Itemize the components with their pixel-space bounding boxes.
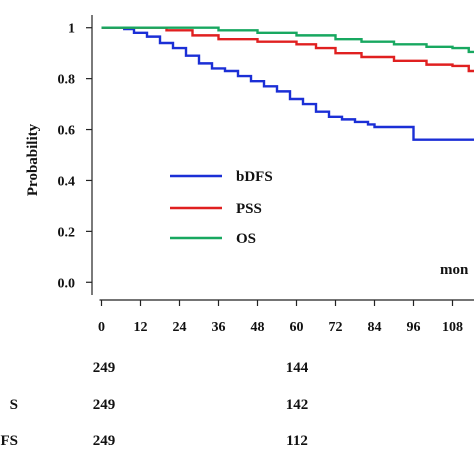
risk-cell: 144 bbox=[286, 360, 309, 376]
y-tick-label: 0.8 bbox=[58, 73, 76, 88]
risk-cell: 249 bbox=[93, 397, 116, 413]
x-tick-label: 0 bbox=[98, 320, 105, 335]
y-tick-label: 0.2 bbox=[58, 225, 76, 240]
x-tick-label: 60 bbox=[290, 320, 304, 335]
y-tick-label: 0.4 bbox=[58, 174, 76, 189]
legend-label-pss: PSS bbox=[236, 201, 262, 217]
risk-row-label: S bbox=[10, 397, 18, 413]
risk-cell: 112 bbox=[286, 433, 308, 449]
y-tick-label: 0.0 bbox=[58, 276, 76, 291]
y-axis: 0.0 0.2 0.4 0.6 0.8 1 bbox=[58, 15, 93, 295]
risk-cell: 142 bbox=[286, 397, 309, 413]
series-group bbox=[101, 26, 474, 141]
x-axis-unit-label: mon bbox=[440, 262, 469, 278]
risk-cell: 249 bbox=[93, 360, 116, 376]
series-line-bdfs bbox=[101, 26, 474, 141]
x-tick-label: 24 bbox=[173, 320, 187, 335]
y-axis-title: Probability bbox=[25, 123, 41, 196]
x-tick-label: 48 bbox=[251, 320, 265, 335]
x-tick-label: 96 bbox=[407, 320, 421, 335]
risk-table: 249 144 S 249 142 FS 249 112 bbox=[0, 360, 308, 449]
x-tick-label: 108 bbox=[442, 320, 463, 335]
x-axis: 0 12 24 36 48 60 72 84 96 108 bbox=[98, 299, 474, 335]
series-line-pss bbox=[101, 26, 474, 73]
legend-label-bdfs: bDFS bbox=[236, 169, 273, 185]
x-tick-label: 84 bbox=[368, 320, 382, 335]
x-tick-label: 12 bbox=[134, 320, 148, 335]
y-tick-label: 0.6 bbox=[58, 124, 76, 139]
risk-row-label: FS bbox=[0, 433, 18, 449]
x-tick-label: 72 bbox=[329, 320, 343, 335]
legend-label-os: OS bbox=[236, 231, 256, 247]
risk-cell: 249 bbox=[93, 433, 116, 449]
legend: bDFS PSS OS bbox=[170, 169, 273, 247]
series-line-os bbox=[101, 26, 474, 54]
y-tick-label: 1 bbox=[68, 22, 75, 37]
x-tick-label: 36 bbox=[212, 320, 226, 335]
